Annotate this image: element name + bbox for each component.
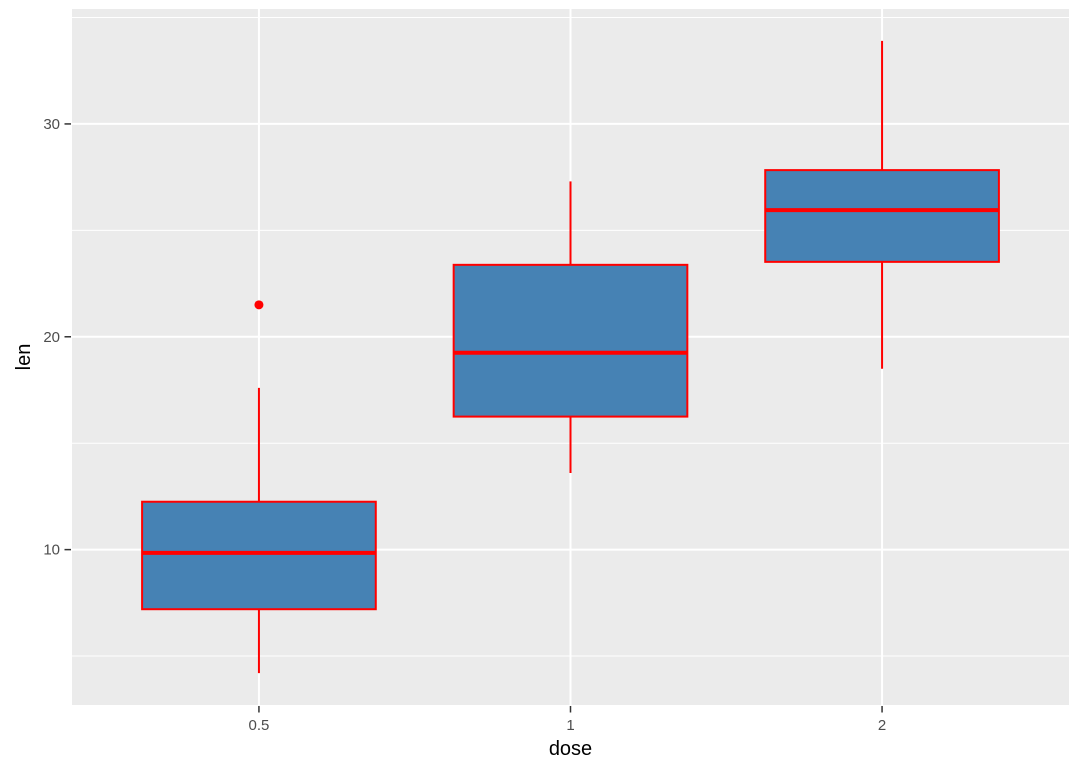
y-tick-label: 10	[43, 542, 60, 559]
y-tick-label: 30	[43, 116, 60, 133]
x-axis-title: dose	[548, 738, 593, 760]
x-tick-label: 1	[566, 717, 574, 734]
y-tick-label: 20	[43, 329, 60, 346]
box	[452, 263, 689, 418]
y-axis-title: len	[13, 343, 35, 371]
outlier-point	[254, 300, 264, 310]
x-tick-label: 2	[878, 717, 886, 734]
box	[764, 169, 1000, 263]
box	[141, 500, 377, 611]
x-tick-label: 0.5	[249, 717, 270, 734]
